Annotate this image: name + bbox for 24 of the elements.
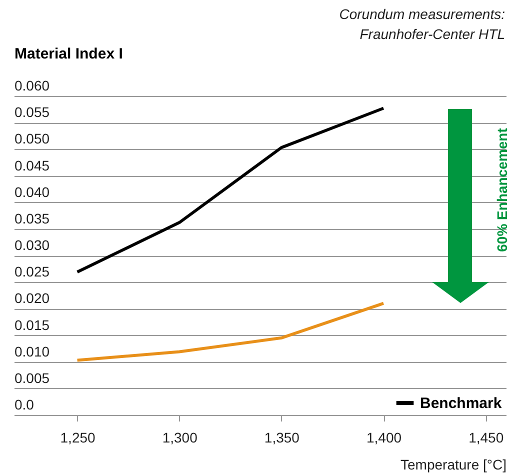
y-tick-label: 0.0	[14, 396, 34, 412]
y-tick-label: 0.035	[14, 210, 50, 226]
y-tick-label: 0.030	[14, 237, 50, 253]
y-tick-label: 0.010	[14, 343, 50, 360]
x-tick-label: 1,400	[366, 430, 402, 446]
x-tick-label: 1,250	[60, 430, 96, 446]
annotation: 60% Enhancement	[494, 128, 510, 252]
x-axis-title: Temperature [°C]	[400, 456, 506, 472]
x-tick-label: 1,300	[162, 430, 198, 446]
y-tick-label: 0.050	[14, 130, 50, 147]
legend-label: Benchmark	[420, 395, 502, 412]
text: Corundum measurements:	[339, 6, 505, 22]
y-tick-label: 0.045	[14, 157, 50, 174]
y-tick-label: 0.025	[14, 264, 50, 280]
x-tick-label: 1,350	[264, 430, 300, 446]
y-axis-title: Material Index I	[14, 46, 123, 62]
x-tick-label: 1,450	[468, 430, 504, 446]
y-tick-label: 0.015	[14, 316, 50, 333]
y-tick-label: 0.060	[14, 78, 50, 94]
y-tick-label: 0.055	[14, 104, 50, 120]
y-tick-label: 0.005	[14, 370, 50, 386]
y-tick-label: 0.040	[14, 184, 50, 200]
text: Fraunhofer-Center HTL	[360, 26, 505, 42]
y-tick-label: 0.020	[14, 290, 50, 306]
